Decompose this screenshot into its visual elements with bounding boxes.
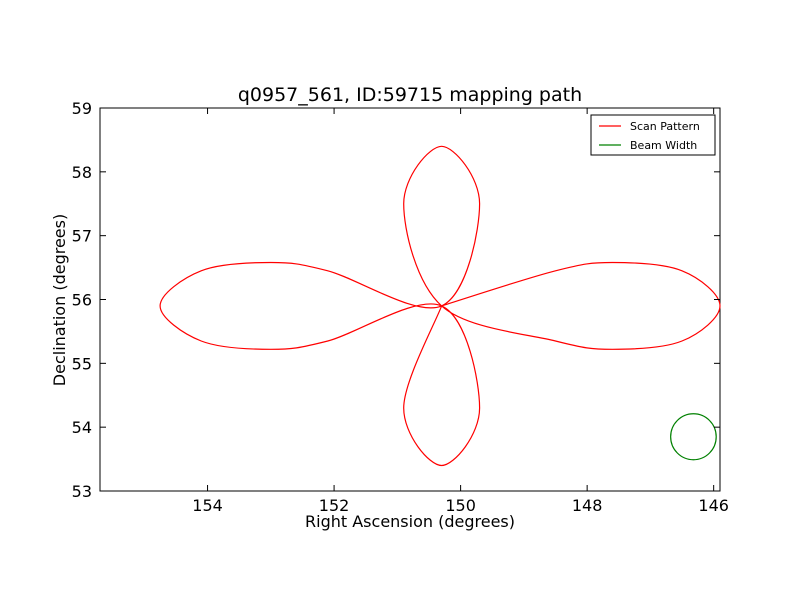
x-tick-label: 150 bbox=[445, 496, 476, 515]
y-tick-label: 58 bbox=[72, 163, 92, 182]
y-tick-label: 55 bbox=[72, 354, 92, 373]
x-tick-label: 146 bbox=[698, 496, 729, 515]
y-axis-label: Declination (degrees) bbox=[50, 214, 69, 386]
y-tick-label: 56 bbox=[72, 291, 92, 310]
legend-label-scan-pattern: Scan Pattern bbox=[630, 120, 700, 133]
y-tick-label: 53 bbox=[72, 482, 92, 501]
x-axis-ticks: 154 152 150 148 146 bbox=[192, 108, 729, 515]
x-tick-label: 154 bbox=[192, 496, 223, 515]
scan-pattern-layer bbox=[159, 145, 721, 467]
scan-pattern-line bbox=[159, 145, 721, 467]
x-tick-label: 148 bbox=[572, 496, 603, 515]
legend-label-beam-width: Beam Width bbox=[630, 139, 697, 152]
y-axis-ticks: 53 54 55 56 57 58 59 bbox=[72, 99, 720, 501]
beam-width-circle bbox=[670, 413, 717, 461]
y-tick-label: 59 bbox=[72, 99, 92, 118]
y-tick-label: 57 bbox=[72, 227, 92, 246]
plot-area: 154 152 150 148 146 53 54 55 56 57 58 59 bbox=[72, 99, 729, 515]
y-tick-label: 54 bbox=[72, 418, 92, 437]
x-tick-label: 152 bbox=[319, 496, 350, 515]
beam-width-layer bbox=[670, 413, 717, 461]
plot-frame bbox=[99, 107, 721, 492]
x-axis-label: Right Ascension (degrees) bbox=[305, 512, 515, 531]
chart-title: q0957_561, ID:59715 mapping path bbox=[238, 84, 582, 106]
legend: Scan Pattern Beam Width bbox=[590, 114, 716, 156]
legend-box bbox=[590, 114, 716, 156]
